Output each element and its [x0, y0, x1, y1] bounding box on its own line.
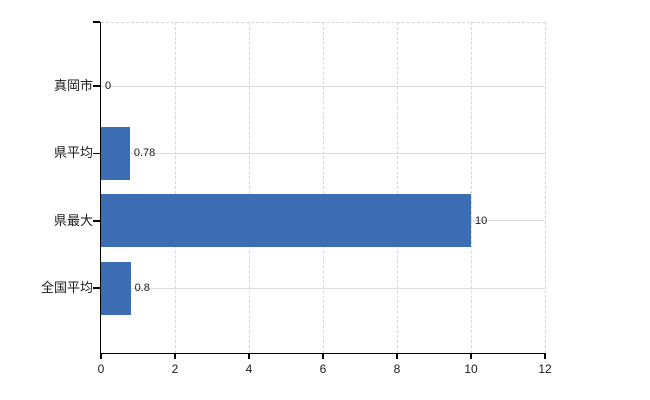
- y-axis-tick: [93, 85, 100, 87]
- category-label: 真岡市: [53, 78, 93, 93]
- x-tick-label: 6: [319, 362, 327, 376]
- gridline-vertical: [470, 22, 472, 353]
- x-tick-label: 0: [97, 362, 105, 376]
- category-label: 県平均: [53, 145, 93, 161]
- y-axis-line: [99, 22, 101, 354]
- gridline-vertical: [544, 22, 546, 353]
- plot-area: 0 0.78 10 0.8: [101, 22, 546, 353]
- gridline-vertical: [174, 22, 176, 353]
- y-axis-top-tick: [93, 21, 100, 23]
- x-axis-tick: [470, 354, 472, 359]
- bar: [101, 261, 131, 315]
- value-label: 0.78: [133, 147, 156, 160]
- value-label: 0: [105, 80, 112, 92]
- y-axis-tick: [93, 152, 100, 155]
- bar: [101, 126, 130, 180]
- gridline-vertical: [396, 22, 398, 353]
- x-tick-label: 4: [245, 362, 253, 376]
- x-tick-label: 10: [464, 362, 478, 376]
- x-axis-tick: [174, 354, 176, 359]
- x-tick-label: 2: [171, 362, 179, 376]
- value-label: 0.8: [134, 282, 150, 295]
- x-tick-label: 12: [538, 362, 552, 376]
- bar: [101, 194, 471, 248]
- category-label: 全国平均: [40, 280, 93, 296]
- x-axis-line: [99, 352, 546, 354]
- y-axis-tick: [93, 287, 100, 289]
- gridline-vertical: [322, 22, 324, 353]
- category-label: 県最大: [53, 212, 93, 228]
- x-axis-tick: [322, 354, 324, 359]
- x-axis-tick: [544, 354, 546, 359]
- gridline-vertical: [248, 22, 250, 353]
- value-label: 10: [475, 214, 488, 227]
- x-axis-tick: [248, 354, 250, 359]
- x-tick-label: 8: [393, 362, 401, 376]
- gridline-horizontal: [101, 85, 545, 87]
- y-axis-tick: [93, 220, 100, 222]
- gridline-horizontal: [101, 287, 545, 289]
- x-axis-tick: [396, 354, 398, 359]
- x-axis-tick: [100, 354, 102, 359]
- gridline-horizontal: [101, 152, 545, 154]
